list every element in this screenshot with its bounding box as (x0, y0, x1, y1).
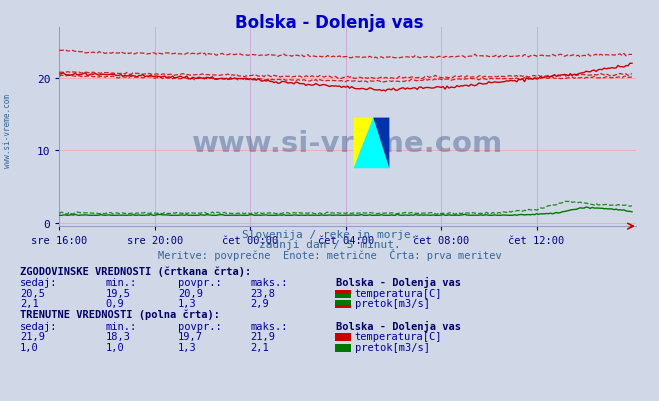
Text: 2,9: 2,9 (250, 298, 269, 308)
Text: ZGODOVINSKE VREDNOSTI (črtkana črta):: ZGODOVINSKE VREDNOSTI (črtkana črta): (20, 266, 251, 276)
Text: povpr.:: povpr.: (178, 321, 221, 331)
Text: 23,8: 23,8 (250, 288, 275, 298)
Text: maks.:: maks.: (250, 277, 288, 288)
Text: povpr.:: povpr.: (178, 277, 221, 288)
Bar (335, 295, 351, 298)
Text: pretok[m3/s]: pretok[m3/s] (355, 342, 430, 352)
Text: 1,0: 1,0 (20, 342, 38, 352)
Text: sedaj:: sedaj: (20, 321, 57, 331)
Polygon shape (354, 118, 389, 169)
Text: min.:: min.: (105, 321, 136, 331)
Text: TRENUTNE VREDNOSTI (polna črta):: TRENUTNE VREDNOSTI (polna črta): (20, 309, 219, 320)
Polygon shape (354, 118, 373, 169)
Text: 21,9: 21,9 (250, 331, 275, 341)
Text: temperatura[C]: temperatura[C] (355, 331, 442, 341)
Text: 19,5: 19,5 (105, 288, 130, 298)
Text: maks.:: maks.: (250, 321, 288, 331)
Text: Bolska - Dolenja vas: Bolska - Dolenja vas (235, 14, 424, 32)
Text: Slovenija / reke in morje.: Slovenija / reke in morje. (242, 229, 417, 239)
Text: 1,3: 1,3 (178, 342, 196, 352)
Text: pretok[m3/s]: pretok[m3/s] (355, 298, 430, 308)
Polygon shape (373, 118, 389, 169)
Text: sedaj:: sedaj: (20, 277, 57, 288)
Text: 19,7: 19,7 (178, 331, 203, 341)
Text: www.si-vreme.com: www.si-vreme.com (192, 129, 503, 157)
Text: 0,9: 0,9 (105, 298, 124, 308)
Text: Bolska - Dolenja vas: Bolska - Dolenja vas (336, 320, 461, 331)
Bar (335, 300, 351, 305)
Text: 2,1: 2,1 (250, 342, 269, 352)
Text: temperatura[C]: temperatura[C] (355, 288, 442, 298)
Text: 21,9: 21,9 (20, 331, 45, 341)
Text: Meritve: povprečne  Enote: metrične  Črta: prva meritev: Meritve: povprečne Enote: metrične Črta:… (158, 248, 501, 260)
Text: 18,3: 18,3 (105, 331, 130, 341)
Text: min.:: min.: (105, 277, 136, 288)
Text: 20,5: 20,5 (20, 288, 45, 298)
Text: 2,1: 2,1 (20, 298, 38, 308)
Text: 1,0: 1,0 (105, 342, 124, 352)
Text: Bolska - Dolenja vas: Bolska - Dolenja vas (336, 277, 461, 288)
Text: 20,9: 20,9 (178, 288, 203, 298)
Text: zadnji dan / 5 minut.: zadnji dan / 5 minut. (258, 240, 401, 250)
Text: 1,3: 1,3 (178, 298, 196, 308)
Text: www.si-vreme.com: www.si-vreme.com (3, 93, 13, 167)
